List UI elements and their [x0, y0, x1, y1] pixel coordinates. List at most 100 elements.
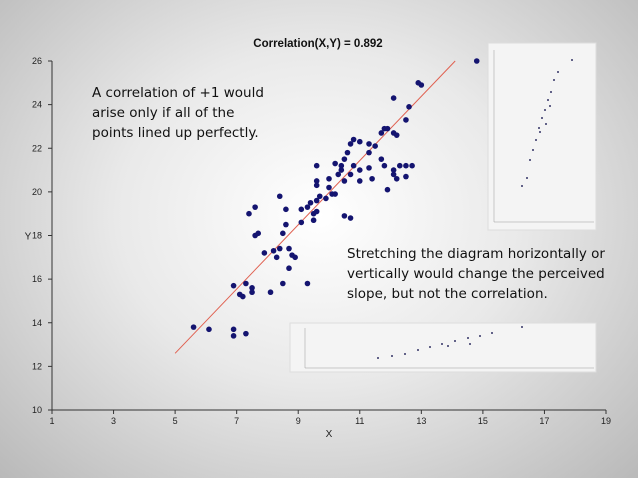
point — [341, 213, 348, 219]
y-tick-label: 24 — [32, 100, 42, 110]
y-tick-label: 20 — [32, 187, 42, 197]
point — [378, 130, 385, 136]
trend-line — [174, 60, 456, 354]
point — [366, 141, 372, 147]
point — [350, 136, 357, 143]
y-tick-label: 10 — [32, 405, 42, 415]
point — [276, 245, 283, 252]
point — [366, 165, 372, 171]
point — [473, 58, 480, 64]
x-tick-label: 13 — [416, 416, 426, 426]
point — [286, 245, 292, 252]
y-tick-label: 18 — [32, 231, 42, 241]
point — [415, 80, 422, 86]
y-tick-label: 26 — [32, 56, 42, 66]
point — [403, 162, 409, 169]
point — [396, 162, 403, 169]
point — [243, 330, 249, 337]
inset-wide — [289, 322, 597, 373]
annotation-text: points lined up perfectly. — [92, 125, 259, 141]
x-tick-label: 11 — [355, 416, 364, 426]
point — [230, 282, 237, 289]
point — [267, 289, 274, 296]
inset-frame — [289, 322, 597, 373]
point — [338, 167, 345, 173]
y-tick-label: 12 — [32, 361, 42, 371]
point — [347, 171, 354, 178]
point — [338, 162, 345, 169]
point — [390, 167, 397, 173]
point — [270, 247, 277, 254]
x-tick-label: 15 — [478, 416, 488, 426]
point — [347, 215, 354, 221]
inset-tall — [487, 42, 597, 231]
point — [283, 221, 289, 228]
point — [403, 117, 409, 123]
point — [332, 191, 338, 197]
inset-frame — [487, 42, 597, 231]
point — [243, 280, 249, 287]
point — [252, 204, 258, 210]
y-tick-label: 22 — [32, 143, 42, 153]
point — [230, 333, 237, 339]
point — [190, 324, 197, 330]
point — [378, 156, 385, 162]
point — [286, 265, 292, 272]
point — [249, 285, 255, 291]
point — [344, 149, 351, 156]
point — [381, 162, 388, 169]
point — [390, 171, 397, 178]
point — [304, 280, 311, 287]
point — [384, 125, 391, 132]
y-tick-label: 14 — [32, 318, 42, 328]
x-axis-label: X — [326, 429, 333, 440]
annotation-text: Stretching the diagram horizontally or — [347, 246, 605, 262]
x-tick-label: 19 — [601, 416, 611, 426]
point — [298, 219, 305, 226]
point — [313, 182, 320, 189]
point — [206, 326, 212, 333]
point — [280, 230, 286, 237]
point — [409, 162, 415, 169]
point — [276, 193, 283, 200]
point — [298, 206, 305, 213]
annotation-text: vertically would change the perceived — [347, 266, 605, 282]
point — [332, 160, 338, 167]
point — [313, 197, 320, 204]
point — [356, 167, 363, 173]
point — [341, 178, 348, 184]
x-tick-label: 7 — [234, 416, 239, 426]
point — [335, 171, 342, 178]
point — [249, 289, 255, 296]
point — [390, 95, 397, 101]
point — [313, 208, 320, 215]
point — [369, 175, 375, 182]
point — [307, 199, 314, 206]
point — [313, 178, 320, 184]
point — [261, 250, 268, 256]
point — [310, 217, 317, 224]
inset-dots — [377, 326, 523, 359]
point — [292, 254, 298, 261]
x-tick-label: 3 — [111, 416, 116, 426]
x-tick-label: 1 — [49, 416, 54, 426]
point — [384, 186, 391, 193]
point — [403, 173, 409, 180]
inset-dots — [521, 59, 573, 187]
point — [230, 326, 237, 333]
point — [323, 195, 329, 202]
point — [356, 178, 363, 184]
point — [341, 156, 348, 162]
point — [283, 206, 289, 213]
point — [273, 254, 280, 261]
point — [393, 175, 400, 182]
point — [350, 162, 357, 169]
annotation-text: A correlation of +1 would — [92, 85, 264, 101]
x-tick-label: 9 — [296, 416, 301, 426]
y-axis-label: Y — [25, 232, 32, 243]
point — [326, 184, 332, 191]
point — [255, 230, 262, 237]
point — [393, 132, 400, 138]
y-tick-label: 16 — [32, 274, 42, 284]
